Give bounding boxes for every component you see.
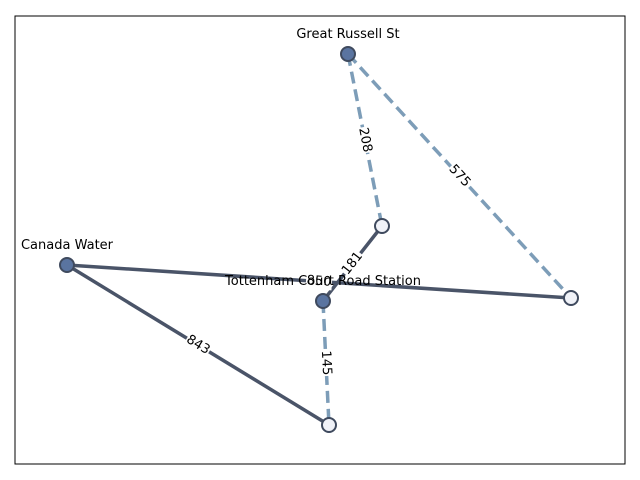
edge-label-group-4: 843 bbox=[182, 331, 214, 359]
plot-frame bbox=[14, 15, 626, 465]
edge-label-bg bbox=[338, 248, 367, 279]
edge-label-bg bbox=[305, 272, 333, 291]
edge-label-group-0: 208 bbox=[354, 125, 376, 155]
nodes-layer bbox=[59, 46, 579, 433]
edge-label-group-5: 145 bbox=[317, 349, 335, 377]
edge-label-bg bbox=[354, 125, 376, 155]
edge-label: 850 bbox=[306, 273, 332, 290]
node-great-russell-st[interactable] bbox=[340, 46, 356, 62]
node-label-tottenham-court-road-station: Tottenham Court Road Station bbox=[224, 274, 421, 289]
node-node-a[interactable] bbox=[374, 218, 390, 234]
node-tottenham-court-road-station[interactable] bbox=[315, 293, 331, 309]
node-canada-water[interactable] bbox=[59, 257, 75, 273]
node-node-c[interactable] bbox=[321, 417, 337, 433]
edge-label: 208 bbox=[355, 126, 375, 153]
edge-label: 145 bbox=[318, 350, 334, 376]
node-label-canada-water: Canada Water bbox=[21, 238, 114, 253]
node-labels-layer: Great Russell St Canada Water Tottenham Co… bbox=[21, 27, 421, 289]
edge-label-bg bbox=[444, 161, 475, 191]
node-node-b[interactable] bbox=[563, 290, 579, 306]
edge-label-bg bbox=[317, 349, 335, 377]
node-label-great-russell-st: Great Russell St bbox=[296, 27, 399, 42]
edge-label-group-3: 850 bbox=[305, 272, 333, 291]
edge-great-russell-st-node-a bbox=[346, 53, 384, 227]
edge-label-bg bbox=[182, 331, 214, 359]
